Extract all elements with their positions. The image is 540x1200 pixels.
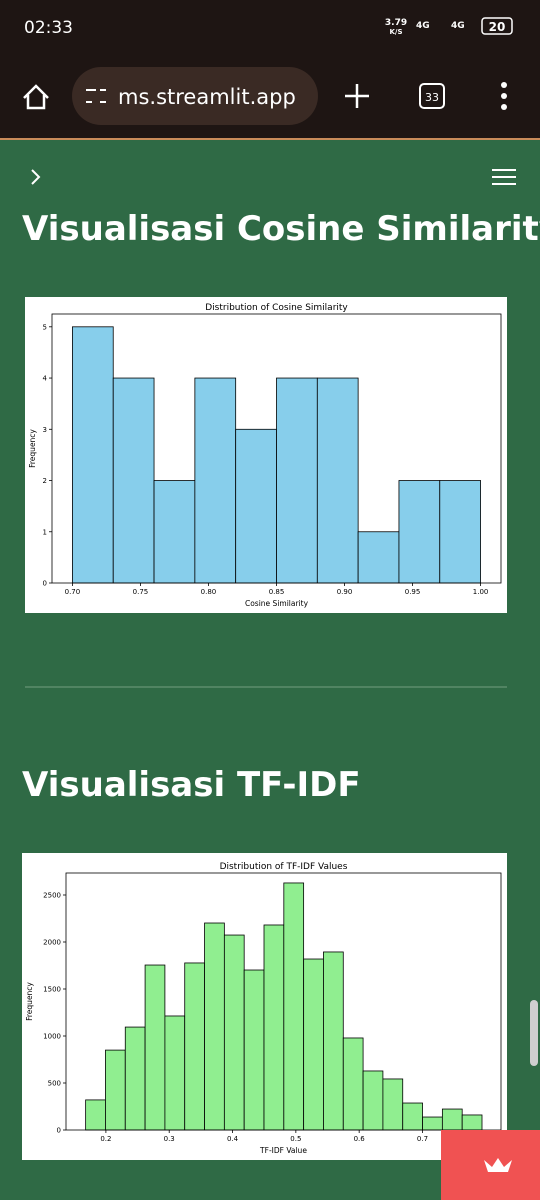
x-tick-label: 0.90 (337, 588, 353, 596)
battery-icon (481, 17, 513, 35)
tab-count: 33 (425, 91, 439, 104)
sidebar-toggle[interactable] (31, 169, 41, 185)
x-tick-label: 0.3 (164, 1135, 175, 1143)
x-tick-label: 0.70 (65, 588, 81, 596)
status-time: 02:33 (24, 18, 73, 38)
histogram-bar (303, 958, 324, 1131)
histogram-bar (204, 922, 225, 1131)
histogram-bar (85, 1099, 106, 1131)
histogram-bar (243, 969, 265, 1131)
y-tick-label: 5 (43, 323, 47, 331)
x-tick-label: 0.7 (417, 1135, 428, 1143)
streamlit-badge[interactable] (441, 1130, 540, 1200)
histogram-bar (105, 1049, 126, 1131)
histogram-bar (441, 1108, 463, 1131)
histogram-bar (144, 964, 166, 1131)
y-tick-label: 0 (57, 1127, 61, 1135)
status-speed-unit: K/S (389, 28, 402, 36)
histogram-bar (223, 934, 245, 1131)
histogram-bar (194, 377, 237, 584)
histogram-bar (382, 1078, 404, 1131)
histogram-bar (398, 480, 441, 584)
y-tick-label: 2 (43, 477, 47, 485)
histogram-bar (164, 1015, 186, 1131)
histogram-bar (362, 1070, 384, 1131)
plot-frame (65, 872, 502, 1131)
home-button[interactable] (23, 84, 49, 110)
tabs-button[interactable] (419, 83, 445, 109)
x-tick-label: 0.80 (201, 588, 217, 596)
histogram-bar (422, 1116, 443, 1131)
histogram-bar (357, 531, 400, 584)
hamburger-menu[interactable] (492, 169, 516, 185)
chart-title: Distribution of Cosine Similarity (205, 303, 348, 313)
histogram-bar (235, 428, 277, 584)
histogram-bar (72, 326, 114, 584)
histogram-bar (184, 962, 205, 1131)
battery-level: 20 (489, 20, 506, 34)
status-speed: 3.79 (385, 18, 407, 28)
y-tick-label: 3 (43, 426, 47, 434)
x-tick-label: 0.5 (290, 1135, 301, 1143)
histogram-bar (342, 1037, 364, 1131)
x-tick-label: 0.4 (227, 1135, 239, 1143)
menu-button[interactable] (501, 82, 507, 110)
x-axis-label: Cosine Similarity (245, 599, 309, 608)
histogram-bar (153, 480, 196, 584)
y-tick-label: 1 (43, 528, 47, 536)
x-axis-label: TF-IDF Value (259, 1146, 307, 1155)
histogram-bar (323, 951, 344, 1131)
status-network: 4G (416, 21, 430, 31)
histogram-bar (263, 924, 285, 1131)
y-tick-label: 500 (48, 1079, 61, 1087)
status-network: 4G (451, 21, 465, 31)
histogram-bar (461, 1114, 483, 1131)
scrollbar (530, 1000, 538, 1066)
y-tick-label: 4 (43, 375, 48, 383)
y-axis-label: Frequency (25, 982, 34, 1021)
new-tab-button[interactable] (345, 84, 369, 108)
histogram-bar (283, 882, 305, 1131)
url-bar[interactable] (72, 67, 318, 125)
histogram-bar (124, 1026, 146, 1131)
y-tick-label: 1000 (43, 1032, 61, 1040)
y-tick-label: 0 (43, 580, 47, 588)
histogram-bar (316, 377, 359, 584)
x-tick-label: 0.2 (100, 1135, 111, 1143)
x-tick-label: 0.85 (269, 588, 285, 596)
x-tick-label: 0.95 (405, 588, 421, 596)
heading: Visualisasi Cosine Similarity (22, 209, 540, 249)
histogram-bar (439, 480, 481, 584)
x-tick-label: 1.00 (473, 588, 489, 596)
x-tick-label: 0.75 (133, 588, 149, 596)
crown-icon (484, 1158, 512, 1172)
y-tick-label: 2500 (43, 891, 61, 899)
y-tick-label: 1500 (43, 985, 61, 993)
histogram-bar (402, 1102, 423, 1131)
histogram-bar (276, 377, 318, 584)
progress-line (0, 138, 540, 140)
chart-title: Distribution of TF-IDF Values (220, 862, 348, 872)
heading: Visualisasi TF-IDF (22, 765, 361, 805)
url: ms.streamlit.app (118, 85, 296, 109)
histogram-bar (112, 377, 155, 584)
y-tick-label: 2000 (43, 938, 61, 946)
y-axis-label: Frequency (28, 429, 37, 468)
x-tick-label: 0.6 (354, 1135, 366, 1143)
site-settings-icon (86, 89, 106, 103)
